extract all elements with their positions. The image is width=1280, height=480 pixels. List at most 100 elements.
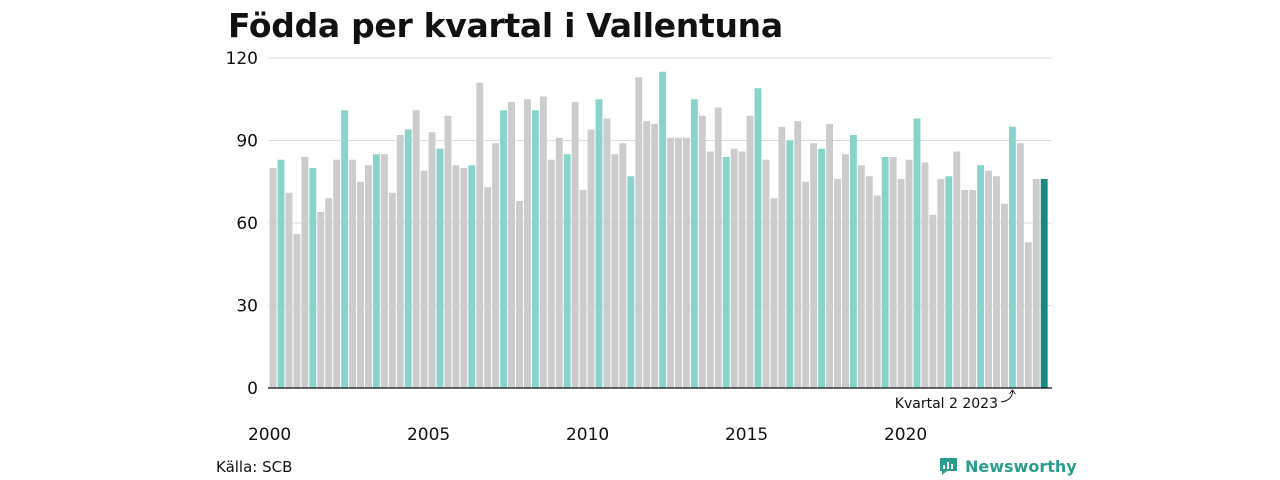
bar [269, 168, 277, 388]
bar [587, 129, 595, 388]
bar [508, 102, 515, 388]
bar [531, 110, 539, 388]
bar [905, 159, 913, 388]
bar [547, 159, 555, 388]
bar [357, 181, 364, 388]
bar [563, 154, 571, 388]
bar [436, 148, 444, 388]
bar [285, 192, 293, 388]
bar [937, 179, 945, 388]
bar [698, 115, 706, 388]
bar [985, 170, 992, 388]
bar [675, 137, 682, 388]
bar [396, 135, 404, 388]
bar [372, 154, 380, 388]
bar [802, 181, 810, 388]
bar [1024, 242, 1032, 388]
bar [786, 140, 794, 388]
bar [993, 176, 1000, 388]
bar [325, 198, 333, 388]
bar [810, 143, 818, 388]
bar [579, 190, 587, 388]
y-tick-label: 90 [236, 132, 258, 152]
bar [460, 168, 468, 388]
bar [961, 190, 969, 388]
bar [555, 137, 563, 388]
y-tick-label: 120 [226, 49, 258, 69]
bar [635, 77, 643, 388]
bar [1016, 143, 1024, 388]
bar [897, 179, 905, 388]
bar [404, 129, 412, 388]
bar [444, 115, 452, 388]
source-label: Källa: SCB [216, 458, 293, 476]
bar [516, 201, 523, 388]
bar [1040, 179, 1048, 388]
x-axis-ticks: 2000 2005 2010 2015 2020 [248, 425, 927, 445]
bar [595, 99, 603, 388]
bar [865, 176, 873, 388]
bar [794, 121, 802, 388]
bar [834, 179, 841, 388]
bar [643, 121, 651, 388]
x-tick-label: 2020 [884, 425, 927, 445]
brand-name: Newsworthy [965, 457, 1077, 476]
bar [301, 157, 309, 388]
bar [277, 159, 285, 388]
newsworthy-logo-icon [940, 458, 957, 475]
bar [380, 154, 388, 388]
bar [539, 96, 547, 388]
bar [953, 151, 961, 388]
bar [365, 165, 372, 388]
y-tick-label: 0 [247, 379, 258, 399]
annotation-label: Kvartal 2 2023 [895, 396, 998, 412]
bar [1032, 179, 1040, 388]
bar [873, 195, 881, 388]
brand[interactable]: Newsworthy [938, 456, 1077, 477]
y-axis-ticks: 0 30 60 90 120 [226, 49, 258, 399]
x-tick-label: 2010 [566, 425, 609, 445]
bar [309, 168, 317, 388]
bar [754, 88, 762, 388]
bar [770, 198, 778, 388]
bar [500, 110, 508, 388]
bar [484, 187, 492, 388]
bar [762, 159, 770, 388]
bar [889, 157, 897, 388]
bar [977, 165, 985, 388]
bar [706, 151, 714, 388]
bars [269, 71, 1048, 388]
bar [349, 159, 356, 388]
bar [492, 143, 500, 388]
bar [428, 132, 436, 388]
bar [746, 115, 754, 388]
bar [690, 99, 698, 388]
bar [420, 170, 428, 388]
chart-title: Födda per kvartal i Vallentuna [228, 6, 783, 45]
bar [611, 154, 619, 388]
bar [388, 192, 396, 388]
bar [683, 137, 690, 388]
y-tick-label: 60 [236, 214, 258, 234]
bar [929, 214, 937, 388]
bar [293, 234, 301, 388]
bar [714, 107, 722, 388]
bar [921, 162, 929, 388]
bar [476, 82, 484, 388]
bar [738, 151, 746, 388]
bar [619, 143, 627, 388]
annotation: Kvartal 2 2023 [895, 389, 1016, 412]
bar [571, 102, 579, 388]
bar [412, 110, 420, 388]
x-tick-label: 2000 [248, 425, 291, 445]
annotation-arrow [1000, 389, 1013, 403]
bar [842, 154, 849, 388]
bar [730, 148, 738, 388]
bar [849, 135, 857, 388]
bar [826, 124, 833, 388]
bar [913, 118, 921, 388]
bar [603, 118, 611, 388]
bar [857, 165, 865, 388]
annotation-arrowhead [1009, 389, 1016, 395]
